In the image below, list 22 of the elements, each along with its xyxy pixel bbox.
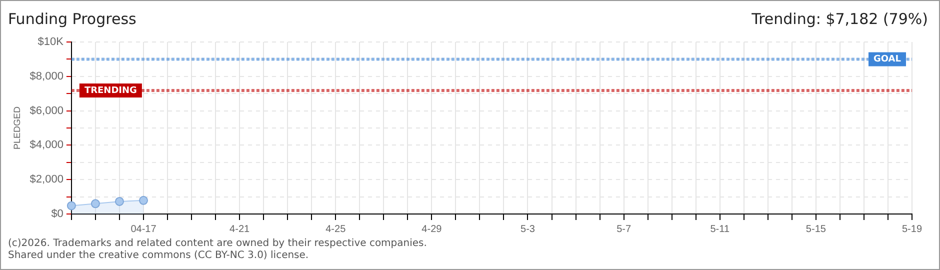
y-tick-label: $6,000 xyxy=(30,104,64,117)
x-tick-label: 4-25 xyxy=(326,224,346,235)
ref-line-label: GOAL xyxy=(874,54,902,65)
x-tick-label: 5-19 xyxy=(902,224,922,235)
y-tick-label: $8,000 xyxy=(30,70,64,82)
x-tick-label: 04-17 xyxy=(130,224,157,235)
y-tick-label: $4,000 xyxy=(30,139,64,152)
x-tick-label: 5-11 xyxy=(710,224,730,235)
text: Shared under the creative commons (CC BY-NC 3.0) license. xyxy=(8,250,309,261)
x-tick-label: 5-3 xyxy=(520,224,536,235)
x-tick-label: 5-7 xyxy=(616,224,632,235)
y-axis-title: PLEDGED xyxy=(12,106,22,150)
x-tick-label: 4-29 xyxy=(422,224,442,235)
x-tick-label: 4-21 xyxy=(230,224,250,235)
x-tick-label: 5-15 xyxy=(806,224,826,235)
text: Trending: $7,182 (79%) xyxy=(750,10,928,28)
ref-line-label: TRENDING xyxy=(84,86,137,96)
y-tick-label: $2,000 xyxy=(30,174,64,186)
y-tick-label: $0 xyxy=(51,208,64,220)
chart-title: Funding Progress xyxy=(8,10,137,28)
text: (c)2026. Trademarks and related content are owned by their respective companies. xyxy=(8,238,427,249)
y-tick-label: $10K xyxy=(38,36,64,48)
